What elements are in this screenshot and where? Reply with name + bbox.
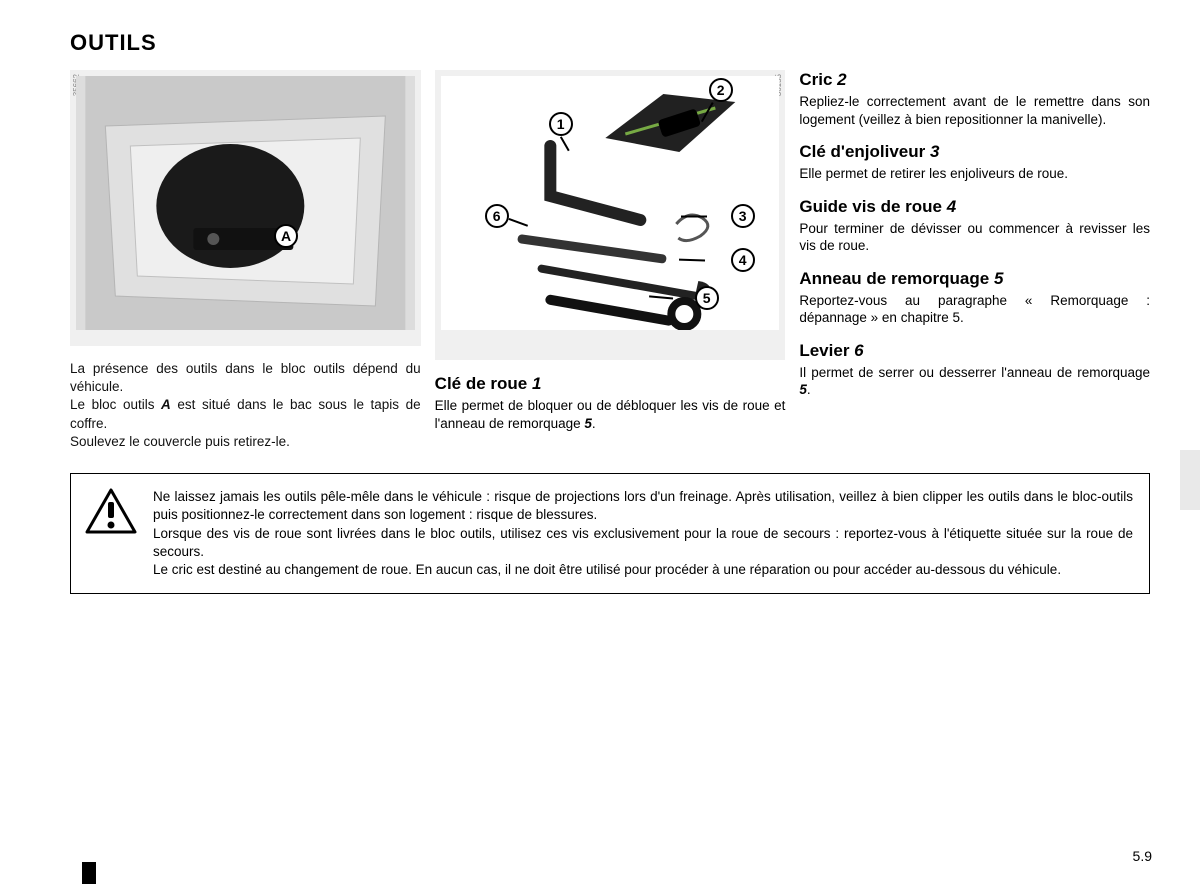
section-s3: Clé d'enjoliveur 3 Elle permet de retire… [799, 142, 1150, 183]
s1-head-text: Clé de roue [435, 374, 532, 393]
page-title: OUTILS [70, 30, 1150, 56]
column-2: 36155 [435, 70, 786, 451]
callout-4: 4 [731, 248, 755, 272]
callout-1: 1 [549, 112, 573, 136]
s3-heading: Clé d'enjoliveur 3 [799, 142, 1150, 162]
s3-body: Elle permet de retirer les enjoliveurs d… [799, 165, 1150, 183]
footer-mark [82, 862, 96, 884]
figure-2-diagram: 1 2 3 4 5 6 [441, 76, 780, 330]
s3-head-text: Clé d'enjoliveur [799, 142, 930, 161]
s1-head-num: 1 [532, 374, 541, 393]
figure-1-caption: La présence des outils dans le bloc outi… [70, 360, 421, 451]
s1-body: Elle permet de bloquer ou de débloquer l… [435, 397, 786, 432]
warning-text: Ne laissez jamais les outils pêle-mêle d… [153, 488, 1133, 579]
s2-head-text: Cric [799, 70, 837, 89]
thumb-tab [1180, 450, 1200, 510]
figure-2-container: 36155 [435, 70, 786, 360]
s6-head-num: 6 [854, 341, 863, 360]
s2-heading: Cric 2 [799, 70, 1150, 90]
section-s6: Levier 6 Il permet de serrer ou desserre… [799, 341, 1150, 399]
callout-5: 5 [695, 286, 719, 310]
section-s5: Anneau de remorquage 5 Reportez-vous au … [799, 269, 1150, 327]
s2-head-num: 2 [837, 70, 846, 89]
section-s2: Cric 2 Repliez-le correctement avant de … [799, 70, 1150, 128]
column-1: 35662 A La présence des outils dans le b… [70, 70, 421, 451]
s4-heading: Guide vis de roue 4 [799, 197, 1150, 217]
s5-head-num: 5 [994, 269, 1003, 288]
s4-head-num: 4 [947, 197, 956, 216]
figure-1-container: 35662 A [70, 70, 421, 346]
s5-body: Reportez-vous au paragraphe « Remorquage… [799, 292, 1150, 327]
s1-heading: Clé de roue 1 [435, 374, 786, 394]
s2-body: Repliez-le correctement avant de le reme… [799, 93, 1150, 128]
s5-head-text: Anneau de remorquage [799, 269, 994, 288]
section-s4: Guide vis de roue 4 Pour terminer de dév… [799, 197, 1150, 255]
s6-body: Il permet de serrer ou desserrer l'annea… [799, 364, 1150, 399]
three-column-layout: 35662 A La présence des outils dans le b… [70, 70, 1150, 451]
s3-head-num: 3 [930, 142, 939, 161]
s5-heading: Anneau de remorquage 5 [799, 269, 1150, 289]
callout-3: 3 [731, 204, 755, 228]
page-number: 5.9 [1133, 848, 1152, 864]
s4-body: Pour terminer de dévisser ou commencer à… [799, 220, 1150, 255]
s6-head-text: Levier [799, 341, 854, 360]
figure-1-photo: A [76, 76, 415, 330]
warning-icon [85, 488, 137, 534]
s4-head-text: Guide vis de roue [799, 197, 946, 216]
warning-box: Ne laissez jamais les outils pêle-mêle d… [70, 473, 1150, 594]
callout-6: 6 [485, 204, 509, 228]
section-s1: Clé de roue 1 Elle permet de bloquer ou … [435, 374, 786, 432]
callout-a: A [274, 224, 298, 248]
column-3: Cric 2 Repliez-le correctement avant de … [799, 70, 1150, 451]
s6-heading: Levier 6 [799, 341, 1150, 361]
callout-2: 2 [709, 78, 733, 102]
